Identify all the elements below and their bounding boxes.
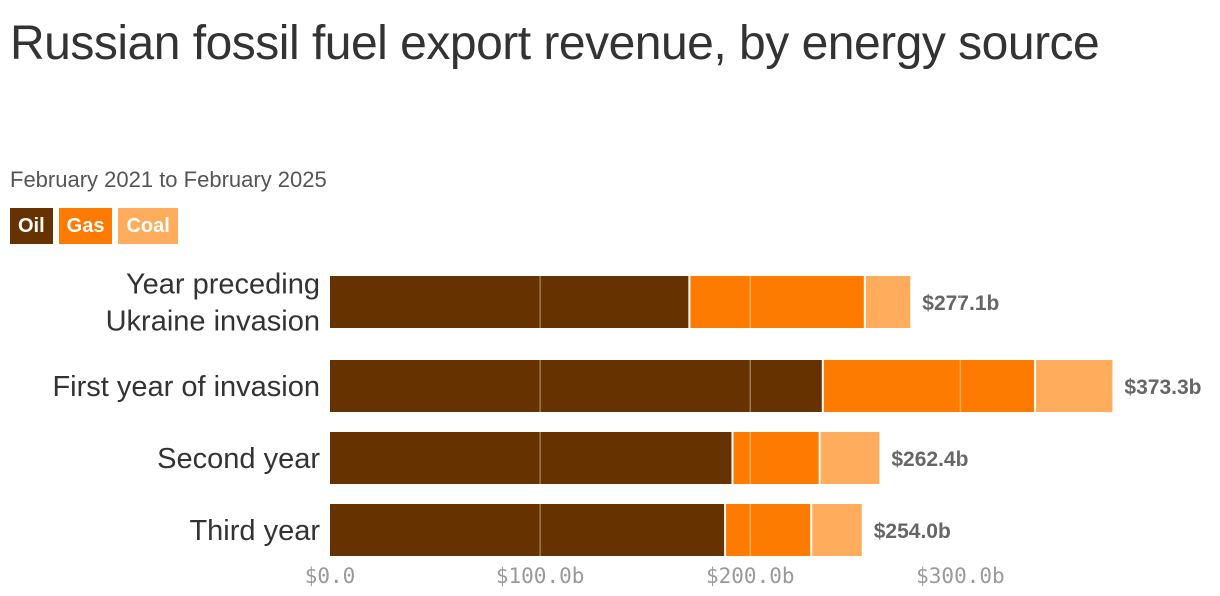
legend-item-oil: Oil [10,208,53,244]
chart-legend: Oil Gas Coal [10,208,178,244]
chart-title: Russian fossil fuel export revenue, by e… [10,17,1100,70]
bar-coal-2 [820,432,880,484]
bar-coal-0 [865,276,911,328]
chart-subtitle: February 2021 to February 2025 [10,167,327,192]
bar-oil-0 [330,276,689,328]
bar-gas-0 [690,276,864,328]
bar-total-label-0: $277.1b [922,292,999,315]
category-label-3: Third year [189,515,320,547]
bar-gas-3 [726,504,811,556]
bar-gas-2 [733,432,819,484]
category-label-1: First year of invasion [52,371,320,403]
bar-total-label-2: $262.4b [891,448,968,471]
x-tick-label-1: $100.0b [496,564,585,588]
bar-gas-1 [823,360,1035,412]
x-tick-label-0: $0.0 [305,564,356,588]
category-label-0: Year preceding [126,269,320,301]
bar-oil-2 [330,432,732,484]
bar-oil-1 [330,360,822,412]
bar-coal-1 [1036,360,1113,412]
legend-item-gas: Gas [58,208,113,244]
category-label-0: Ukraine invasion [106,306,320,338]
bar-coal-3 [812,504,862,556]
bar-total-label-3: $254.0b [874,520,951,543]
bar-oil-3 [330,504,725,556]
category-label-2: Second year [157,443,320,475]
x-tick-label-2: $200.0b [706,564,795,588]
legend-item-coal: Coal [118,208,178,244]
bar-total-label-1: $373.3b [1124,376,1201,399]
x-tick-label-3: $300.0b [916,564,1005,588]
